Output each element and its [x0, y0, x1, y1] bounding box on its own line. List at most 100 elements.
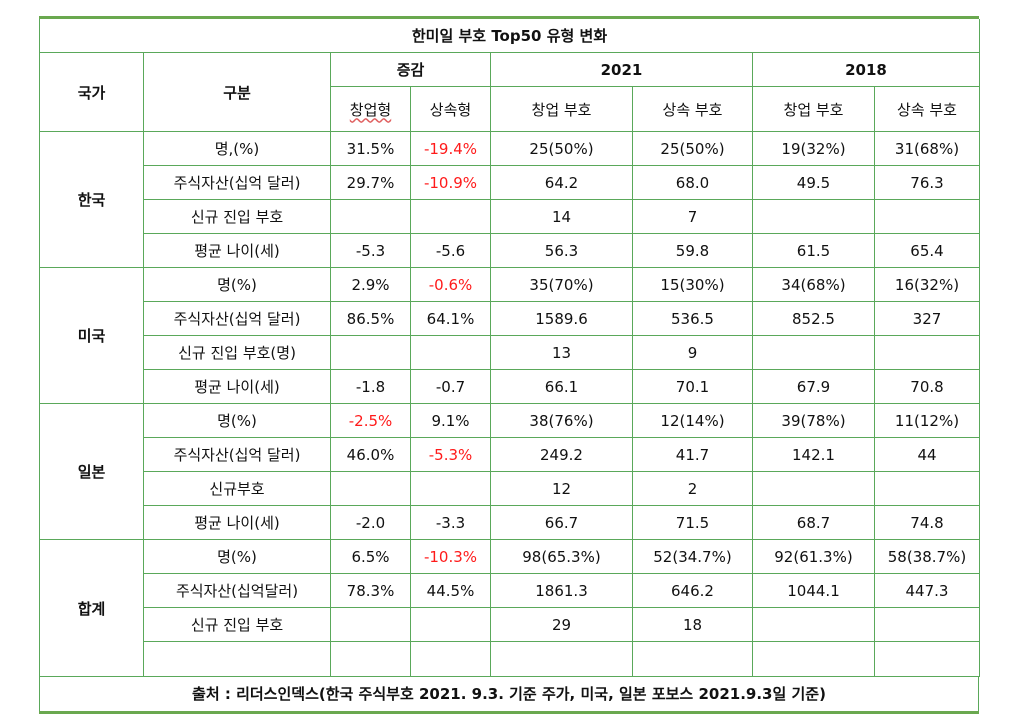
cell-2018-startup: 34(68%) — [752, 267, 875, 302]
cell-change-inherit: -19.4% — [410, 131, 491, 166]
cell-change-startup: 86.5% — [330, 301, 411, 336]
cell-2018-startup — [752, 607, 875, 642]
cell-2021-inherit: 536.5 — [632, 301, 753, 336]
cell-2021-startup: 1861.3 — [490, 573, 633, 608]
empty-cell — [752, 641, 875, 677]
empty-cell — [330, 641, 411, 677]
cell-2021-inherit: 59.8 — [632, 233, 753, 268]
cell-2018-inherit: 65.4 — [874, 233, 980, 268]
table-frame: 한미일 부호 Top50 유형 변화 국가 구분 증감 2021 2018 창업… — [39, 16, 980, 714]
cell-2018-startup: 1044.1 — [752, 573, 875, 608]
bottom-rule — [39, 711, 979, 714]
cell-2021-startup: 13 — [490, 335, 633, 370]
cell-2021-startup: 66.7 — [490, 505, 633, 540]
table-row: 평균 나이(세) -5.3 -5.6 56.3 59.8 61.5 65.4 — [40, 233, 980, 268]
cell-2021-inherit: 25(50%) — [632, 131, 753, 166]
cell-change-inherit — [410, 607, 491, 642]
empty-cell — [632, 641, 753, 677]
cell-change-startup: 31.5% — [330, 131, 411, 166]
header-change: 증감 — [330, 52, 491, 87]
subheader-change-startup: 창업형 — [330, 86, 411, 132]
table-row: 주식자산(십억달러) 78.3% 44.5% 1861.3 646.2 1044.1 447… — [40, 573, 980, 608]
empty-cell — [874, 641, 980, 677]
cell-2021-inherit: 12(14%) — [632, 403, 753, 438]
subheader-change-inherit: 상속형 — [410, 86, 491, 132]
cell-change-inherit: -3.3 — [410, 505, 491, 540]
cell-2018-startup — [752, 471, 875, 506]
table-row: 신규 진입 부호(명) 13 9 — [40, 335, 980, 370]
cell-2018-inherit — [874, 607, 980, 642]
table-row: 주식자산(십억 달러) 29.7% -10.9% 64.2 68.0 49.5 76.3 — [40, 165, 980, 200]
cell-change-startup: 2.9% — [330, 267, 411, 302]
table-row: 신규부호 12 2 — [40, 471, 980, 506]
cell-2018-startup: 67.9 — [752, 369, 875, 404]
cell-2018-startup: 39(78%) — [752, 403, 875, 438]
cell-2021-startup: 56.3 — [490, 233, 633, 268]
cell-2018-inherit: 70.8 — [874, 369, 980, 404]
cell-2018-inherit: 447.3 — [874, 573, 980, 608]
cell-change-inherit: 64.1% — [410, 301, 491, 336]
cell-2018-startup: 19(32%) — [752, 131, 875, 166]
subheader-2021-inherit: 상속 부호 — [632, 86, 753, 132]
cell-change-startup: 46.0% — [330, 437, 411, 472]
cell-2018-inherit: 16(32%) — [874, 267, 980, 302]
cell-2021-startup: 25(50%) — [490, 131, 633, 166]
cell-2021-inherit: 52(34.7%) — [632, 539, 753, 574]
cell-change-inherit: -10.3% — [410, 539, 491, 574]
row-label: 신규 진입 부호(명) — [143, 335, 331, 370]
cell-change-inherit: -10.9% — [410, 165, 491, 200]
empty-cell — [490, 641, 633, 677]
table-row: 평균 나이(세) -2.0 -3.3 66.7 71.5 68.7 74.8 — [40, 505, 980, 540]
subheader-2018-startup: 창업 부호 — [752, 86, 875, 132]
cell-2021-inherit: 70.1 — [632, 369, 753, 404]
cell-2018-inherit: 11(12%) — [874, 403, 980, 438]
row-label: 신규 진입 부호 — [143, 607, 331, 642]
cell-change-startup: -2.5% — [330, 403, 411, 438]
cell-2018-inherit: 31(68%) — [874, 131, 980, 166]
cell-change-startup — [330, 607, 411, 642]
row-label: 명,(%) — [143, 131, 331, 166]
row-label: 주식자산(십억 달러) — [143, 437, 331, 472]
row-label: 명(%) — [143, 539, 331, 574]
row-label: 신규 진입 부호 — [143, 199, 331, 234]
rich-list-table: 한미일 부호 Top50 유형 변화 국가 구분 증감 2021 2018 창업… — [39, 19, 980, 677]
cell-change-inherit: -5.6 — [410, 233, 491, 268]
table-row: 평균 나이(세) -1.8 -0.7 66.1 70.1 67.9 70.8 — [40, 369, 980, 404]
cell-change-inherit: -0.6% — [410, 267, 491, 302]
cell-2021-startup: 14 — [490, 199, 633, 234]
cell-change-inherit: -5.3% — [410, 437, 491, 472]
table-row: 주식자산(십억 달러) 46.0% -5.3% 249.2 41.7 142.1 44 — [40, 437, 980, 472]
cell-change-inherit — [410, 335, 491, 370]
table-row: 합계 명(%) 6.5% -10.3% 98(65.3%) 52(34.7%) 92(61.… — [39, 539, 980, 677]
subheader-2018-inherit: 상속 부호 — [874, 86, 980, 132]
header-country: 국가 — [39, 52, 144, 132]
table-row: 주식자산(십억 달러) 86.5% 64.1% 1589.6 536.5 852.5 327 — [40, 301, 980, 336]
subheader-2021-startup: 창업 부호 — [490, 86, 633, 132]
cell-2018-startup — [752, 335, 875, 370]
country-cell: 미국 — [39, 267, 144, 404]
cell-change-inherit — [410, 471, 491, 506]
cell-change-startup — [330, 471, 411, 506]
cell-2021-startup: 64.2 — [490, 165, 633, 200]
cell-change-startup: 78.3% — [330, 573, 411, 608]
table-title: 한미일 부호 Top50 유형 변화 — [39, 19, 980, 53]
cell-2021-startup: 66.1 — [490, 369, 633, 404]
cell-2021-inherit: 41.7 — [632, 437, 753, 472]
cell-2021-startup: 29 — [490, 607, 633, 642]
cell-2018-inherit: 74.8 — [874, 505, 980, 540]
cell-2018-inherit: 76.3 — [874, 165, 980, 200]
row-label: 평균 나이(세) — [143, 369, 331, 404]
cell-2018-inherit — [874, 199, 980, 234]
empty-cell — [410, 641, 491, 677]
cell-2021-inherit: 18 — [632, 607, 753, 642]
table-row: 한국 명,(%) 31.5% -19.4% 25(50%) 25(50%) 19(32%) 3… — [39, 131, 980, 268]
cell-change-startup: 29.7% — [330, 165, 411, 200]
row-label: 평균 나이(세) — [143, 505, 331, 540]
row-label: 평균 나이(세) — [143, 233, 331, 268]
cell-2021-startup: 1589.6 — [490, 301, 633, 336]
cell-change-startup: -5.3 — [330, 233, 411, 268]
cell-2021-startup: 12 — [490, 471, 633, 506]
cell-change-startup — [330, 199, 411, 234]
cell-2021-inherit: 2 — [632, 471, 753, 506]
cell-change-startup: -2.0 — [330, 505, 411, 540]
